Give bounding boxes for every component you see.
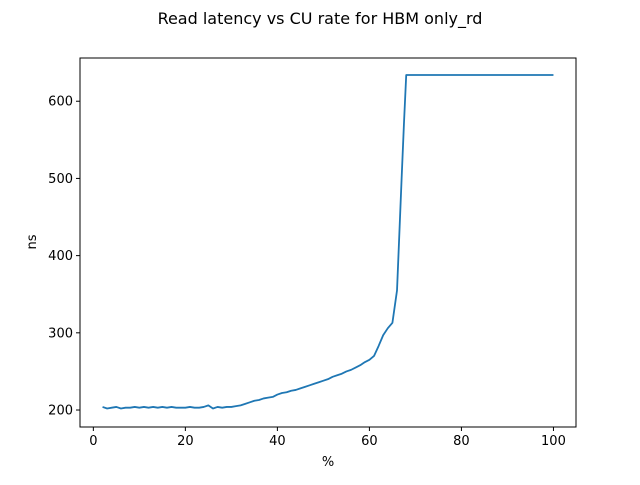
x-axis: 0 20 40 60 80 100: [89, 427, 566, 449]
series-layer: [102, 74, 554, 410]
y-tick-label: 600: [48, 95, 73, 110]
plot-frame: [79, 57, 577, 428]
x-tick-label: 20: [177, 434, 194, 449]
y-tick-label: 400: [48, 249, 73, 264]
x-tick-label: 0: [89, 434, 97, 449]
series-line: [102, 74, 554, 410]
y-tick-label: 200: [48, 404, 73, 419]
x-tick-label: 60: [361, 434, 378, 449]
x-tick-label: 40: [269, 434, 286, 449]
y-tick-label: 500: [48, 172, 73, 187]
x-axis-label: %: [322, 455, 334, 470]
y-axis: 200 300 400 500 600: [48, 95, 80, 419]
x-tick-label: 80: [453, 434, 470, 449]
y-axis-label: ns: [25, 234, 40, 249]
x-tick-label: 100: [541, 434, 566, 449]
chart-title: Read latency vs CU rate for HBM only_rd: [158, 9, 483, 29]
y-tick-label: 300: [48, 326, 73, 341]
